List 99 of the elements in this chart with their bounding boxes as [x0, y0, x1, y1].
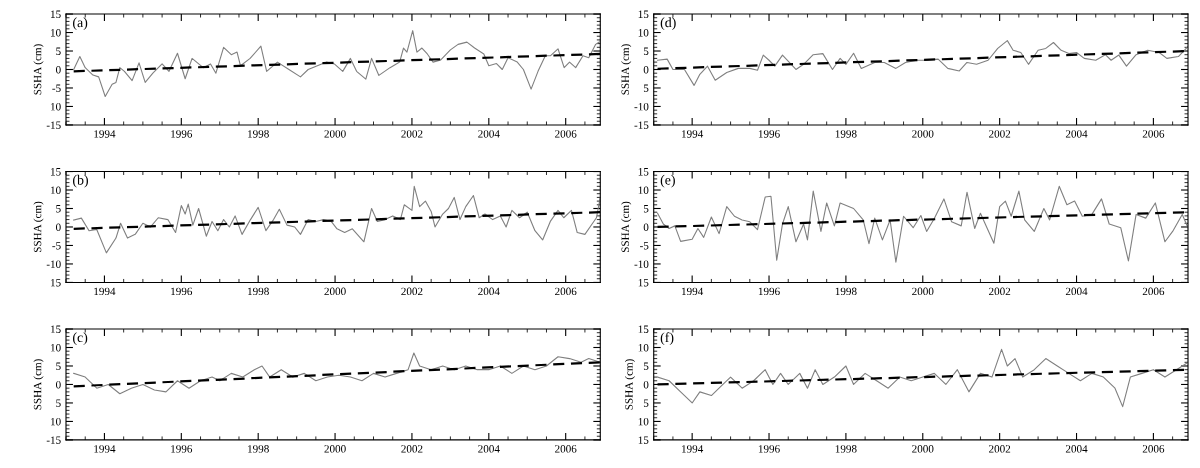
y-tick-label: 10 — [638, 343, 649, 352]
x-tick-label: 1994 — [682, 287, 704, 296]
y-tick-label: 15 — [638, 168, 649, 176]
annotation: (a) — [73, 17, 88, 30]
y-tick-label: 15 — [51, 168, 61, 176]
x-tick-label: 2000 — [324, 130, 346, 138]
x-tick-label: 2006 — [1142, 287, 1165, 296]
y-tick-label: 10 — [638, 186, 649, 194]
annotation: (c) — [73, 332, 88, 345]
y-tick-label: 15 — [51, 278, 61, 287]
x-tick-label: 2006 — [555, 287, 577, 296]
x-tick-label: 1998 — [835, 130, 857, 138]
x-tick-label: 2006 — [555, 130, 577, 138]
x-tick-label: 2002 — [989, 130, 1011, 138]
y-tick-label: 5 — [643, 362, 649, 370]
x-tick-label: 2002 — [401, 287, 423, 296]
x-tick-label: 2004 — [478, 130, 500, 138]
x-tick-label: 1996 — [171, 130, 193, 138]
y-axis-title: SSHA (cm) — [33, 201, 44, 253]
x-tick-label: 1996 — [758, 287, 780, 296]
x-tick-label: 2002 — [989, 445, 1011, 453]
y-tick-label: 15 — [638, 436, 649, 444]
annotation: (e) — [660, 174, 675, 188]
x-tick-label: 2000 — [912, 287, 934, 296]
y-tick-label: 5 — [56, 362, 61, 370]
y-tick-label: 0 — [56, 380, 61, 389]
x-tick-label: 1994 — [94, 445, 116, 453]
y-tick-label: 15 — [51, 325, 61, 333]
x-tick-label: 1998 — [835, 445, 857, 453]
annotation: (d) — [660, 17, 676, 30]
x-tick-label: 1994 — [94, 287, 116, 296]
x-tick-label: 1996 — [758, 130, 780, 138]
y-tick-label: -5 — [640, 242, 649, 250]
y-tick-label: -10 — [634, 102, 649, 111]
y-tick-label: 15 — [638, 278, 649, 287]
y-tick-label: -5 — [52, 242, 61, 250]
y-tick-label: 0 — [643, 223, 649, 231]
x-tick-label: 1994 — [682, 130, 704, 138]
y-tick-label: 5 — [643, 205, 649, 213]
x-tick-label: 1996 — [171, 287, 193, 296]
y-axis-title: SSHA (cm) — [33, 359, 44, 410]
x-tick-label: 2002 — [989, 287, 1011, 296]
y-tick-label: 15 — [638, 325, 649, 333]
y-tick-label: 10 — [51, 28, 61, 37]
x-tick-label: 2002 — [401, 445, 423, 453]
y-tick-label: 5 — [56, 205, 61, 213]
x-tick-label: 1998 — [835, 287, 857, 296]
y-axis-title: SSHA (cm) — [624, 359, 635, 410]
x-tick-label: 2000 — [912, 445, 934, 453]
y-tick-label: -10 — [46, 260, 61, 268]
x-tick-label: 2004 — [1065, 130, 1088, 138]
x-tick-label: 2006 — [555, 445, 577, 453]
y-tick-label: 5 — [643, 399, 649, 407]
y-tick-label: 5 — [56, 399, 61, 407]
y-axis-title: SSHA (cm) — [33, 44, 44, 95]
x-tick-label: 1996 — [171, 445, 193, 453]
y-tick-label: 10 — [51, 102, 61, 111]
x-tick-label: 1996 — [758, 445, 780, 453]
x-tick-label: 2004 — [478, 445, 500, 453]
annotation: (b) — [73, 174, 88, 188]
y-tick-label: 10 — [51, 343, 61, 352]
line-series — [657, 348, 1188, 408]
y-tick-label: 0 — [643, 65, 649, 74]
line-series — [657, 40, 1188, 86]
y-axis-title: SSHA (cm) — [621, 201, 632, 253]
x-tick-label: 2006 — [1142, 130, 1165, 138]
y-axis-title: SSHA (cm) — [621, 44, 632, 95]
y-tick-label: -15 — [46, 436, 61, 444]
y-tick-label: -15 — [634, 121, 649, 129]
y-tick-label: 10 — [51, 186, 61, 194]
x-tick-label: 2002 — [401, 130, 423, 138]
y-tick-label: 0 — [56, 65, 61, 74]
x-tick-label: 2004 — [478, 287, 500, 296]
line-series — [73, 30, 600, 98]
y-tick-label: 5 — [643, 47, 649, 55]
x-tick-label: 2004 — [1065, 445, 1088, 453]
x-tick-label: 2000 — [324, 445, 346, 453]
y-tick-label: 10 — [638, 28, 649, 37]
y-tick-label: 5 — [56, 47, 61, 55]
x-tick-label: 2004 — [1065, 287, 1088, 296]
y-tick-label: -5 — [52, 84, 61, 92]
x-tick-label: 1994 — [682, 445, 704, 453]
x-tick-label: 2006 — [1142, 445, 1165, 453]
x-tick-label: 1998 — [248, 445, 269, 453]
x-tick-label: 1994 — [94, 130, 116, 138]
annotation: (f) — [660, 332, 674, 346]
x-tick-label: 1998 — [248, 287, 269, 296]
y-tick-label: 15 — [51, 10, 61, 18]
y-tick-label: 5 — [643, 84, 649, 92]
y-tick-label: -10 — [634, 260, 649, 268]
x-tick-label: 2000 — [912, 130, 934, 138]
x-tick-label: 1998 — [248, 130, 269, 138]
y-tick-label: 10 — [51, 417, 61, 426]
y-tick-label: 0 — [56, 223, 61, 231]
y-tick-label: 10 — [638, 417, 649, 426]
y-tick-label: -15 — [46, 121, 61, 129]
y-tick-label: 0 — [643, 380, 649, 389]
y-tick-label: 15 — [638, 10, 649, 18]
x-tick-label: 2000 — [324, 287, 346, 296]
